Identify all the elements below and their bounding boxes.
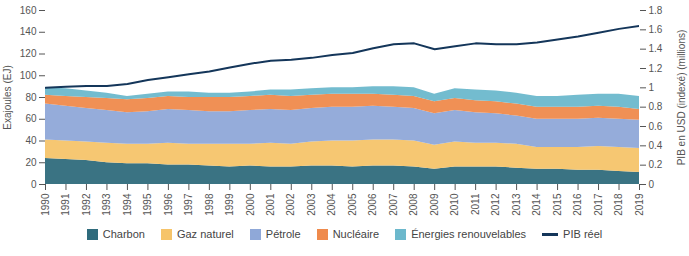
svg-text:2004: 2004 xyxy=(326,193,337,216)
html-text:Énergies renouvelables: Énergies renouvelables xyxy=(411,228,527,240)
svg-text:1993: 1993 xyxy=(101,193,112,216)
svg-text:2001: 2001 xyxy=(265,193,276,216)
svg-text:1.6: 1.6 xyxy=(649,24,663,35)
svg-text:80: 80 xyxy=(25,92,37,103)
svg-text:2003: 2003 xyxy=(306,193,317,216)
svg-text:1990: 1990 xyxy=(40,193,51,216)
svg-text:0.4: 0.4 xyxy=(649,140,663,151)
svg-text:0: 0 xyxy=(31,179,37,190)
svg-text:1999: 1999 xyxy=(224,193,235,216)
svg-text:0.6: 0.6 xyxy=(649,121,663,132)
svg-text:1994: 1994 xyxy=(122,193,133,216)
svg-text:2016: 2016 xyxy=(572,193,583,216)
svg-text:2017: 2017 xyxy=(593,193,604,216)
svg-text:0.8: 0.8 xyxy=(649,101,663,112)
html-text:Exajoules (EJ): Exajoules (EJ) xyxy=(1,64,13,130)
svg-text:2007: 2007 xyxy=(388,193,399,216)
svg-text:2014: 2014 xyxy=(531,193,542,216)
html-text:Pétrole: Pétrole xyxy=(265,228,301,240)
svg-text:1991: 1991 xyxy=(60,193,71,216)
svg-text:120: 120 xyxy=(20,48,37,59)
svg-text:2015: 2015 xyxy=(552,193,563,216)
svg-text:2006: 2006 xyxy=(367,193,378,216)
svg-text:2008: 2008 xyxy=(408,193,419,216)
svg-text:0.2: 0.2 xyxy=(649,159,663,170)
svg-text:1.8: 1.8 xyxy=(649,5,663,16)
svg-text:2005: 2005 xyxy=(347,193,358,216)
svg-text:2018: 2018 xyxy=(613,193,624,216)
svg-text:2010: 2010 xyxy=(449,193,460,216)
svg-text:2002: 2002 xyxy=(285,193,296,216)
svg-text:1998: 1998 xyxy=(204,193,215,216)
svg-text:2009: 2009 xyxy=(429,193,440,216)
html-text:PIB réel: PIB réel xyxy=(563,228,603,240)
svg-text:20: 20 xyxy=(25,157,37,168)
svg-text:1.2: 1.2 xyxy=(649,63,663,74)
svg-text:40: 40 xyxy=(25,135,37,146)
svg-text:60: 60 xyxy=(25,113,37,124)
html-text:Charbon: Charbon xyxy=(102,228,145,240)
html-text:PIB en USD (indexé) (millions): PIB en USD (indexé) (millions) xyxy=(676,29,688,165)
svg-text:140: 140 xyxy=(20,26,37,37)
svg-text:2019: 2019 xyxy=(634,193,645,216)
svg-text:2000: 2000 xyxy=(245,193,256,216)
svg-text:1.4: 1.4 xyxy=(649,43,663,54)
svg-text:160: 160 xyxy=(20,5,37,16)
svg-text:1997: 1997 xyxy=(183,193,194,216)
svg-text:2012: 2012 xyxy=(490,193,501,216)
svg-text:1996: 1996 xyxy=(163,193,174,216)
html-text:Gaz naturel: Gaz naturel xyxy=(176,228,234,240)
svg-text:1992: 1992 xyxy=(81,193,92,216)
html-text:Nucléaire: Nucléaire xyxy=(332,228,380,240)
svg-text:0: 0 xyxy=(649,179,655,190)
svg-text:1995: 1995 xyxy=(142,193,153,216)
svg-text:100: 100 xyxy=(20,70,37,81)
svg-text:2013: 2013 xyxy=(511,193,522,216)
svg-text:1: 1 xyxy=(649,82,655,93)
svg-text:2011: 2011 xyxy=(470,193,481,215)
